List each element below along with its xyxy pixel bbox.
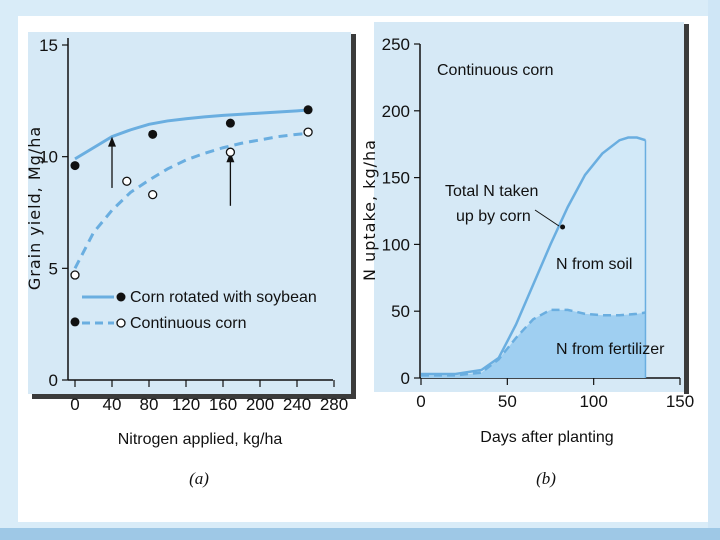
b-y-tick-label: 0 (401, 369, 410, 388)
rate-arrow-head (226, 152, 235, 163)
legend-filled-marker (116, 292, 126, 302)
slide-bottom-bar (0, 528, 720, 540)
panel-b-shadow-right (684, 24, 689, 394)
annotation-target-dot (560, 224, 566, 230)
region-label-soil: N from soil (556, 256, 632, 273)
a-x-tick-label: 280 (320, 395, 348, 414)
panel-b-letter: (b) (536, 469, 556, 488)
panel-b-title-annotation: Continuous corn (437, 62, 554, 79)
b-y-tick-label: 250 (382, 35, 410, 54)
panel-a-x-label: Nitrogen applied, kg/ha (118, 431, 283, 448)
a-x-tick-label: 240 (283, 395, 311, 414)
panel-a-letter: (a) (189, 469, 209, 488)
fertilizer-uptake-line (421, 308, 646, 377)
b-y-tick-label: 200 (382, 102, 410, 121)
annotation-total-line-1: Total N taken (445, 183, 538, 200)
continuous-point (225, 147, 236, 157)
a-x-tick-label: 120 (172, 395, 200, 414)
a-x-tick-label: 80 (140, 395, 159, 414)
rotated-point (303, 105, 313, 115)
rotated-point (70, 161, 80, 171)
rotated-point (148, 129, 158, 139)
panel-a-y-label: Grain yield, Mg/ha (25, 126, 44, 290)
b-x-tick-label: 100 (579, 392, 607, 411)
legend-label-rotated: Corn rotated with soybean (130, 289, 317, 306)
annotation-total-line-2: up by corn (456, 208, 531, 225)
legend-open-marker (116, 318, 126, 328)
a-y-tick-label: 15 (39, 36, 58, 55)
continuous-point (148, 189, 158, 200)
slide-right-edge (708, 0, 720, 540)
a-x-tick-label: 200 (246, 395, 274, 414)
panel-a-shadow-bottom (32, 394, 356, 399)
a-x-tick-label: 160 (209, 395, 237, 414)
rotated-point (225, 118, 235, 128)
panel-a-background (28, 32, 351, 394)
b-y-tick-label: 150 (382, 169, 410, 188)
continuous-point (303, 127, 313, 137)
rotated-curve (74, 108, 311, 161)
b-x-tick-label: 50 (498, 392, 517, 411)
a-y-tick-label: 10 (39, 148, 58, 167)
panel-b-x-label: Days after planting (480, 429, 613, 446)
panel-a-shadow-right (351, 34, 356, 396)
a-x-tick-label: 40 (103, 395, 122, 414)
b-y-tick-label: 50 (391, 302, 410, 321)
continuous-curve (73, 131, 311, 270)
rate-arrow-head (108, 136, 116, 147)
b-x-tick-label: 0 (416, 392, 425, 411)
extra-point (70, 317, 80, 327)
b-y-tick-label: 100 (382, 235, 410, 254)
continuous-point (122, 176, 132, 186)
annotation-leader-line (534, 209, 560, 227)
a-y-tick-label: 5 (49, 259, 58, 278)
region-label-fertilizer: N from fertilizer (556, 341, 665, 358)
fertilizer-n-area (421, 309, 646, 378)
b-x-tick-label: 150 (666, 392, 694, 411)
a-y-tick-label: 0 (49, 371, 58, 390)
a-x-tick-label: 0 (70, 395, 79, 414)
continuous-point (70, 270, 80, 280)
legend-label-continuous: Continuous corn (130, 315, 247, 332)
panel-b-y-label: N uptake, kg/ha (360, 139, 379, 281)
